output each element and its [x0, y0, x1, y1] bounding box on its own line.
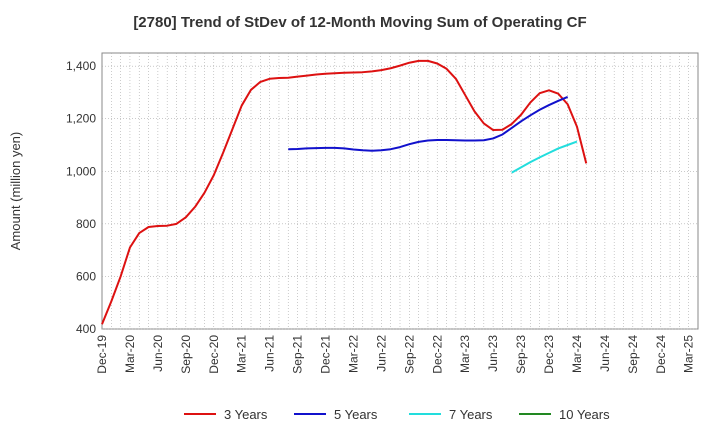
x-tick-label: Mar-21	[235, 335, 249, 373]
chart-title: [2780] Trend of StDev of 12-Month Moving…	[133, 14, 587, 31]
x-tick-label: Dec-23	[542, 335, 556, 374]
x-tick-label: Dec-20	[207, 335, 221, 374]
grid-layer	[102, 53, 698, 330]
series-line-5-years	[288, 95, 569, 152]
x-tick-label: Dec-24	[654, 335, 668, 374]
legend-label: 7 Years	[449, 407, 493, 422]
y-tick-labels: 400 600 800 1,000 1,200 1,400	[66, 59, 96, 336]
y-tick-label: 1,400	[66, 59, 96, 73]
series-line-3-years	[101, 59, 588, 325]
y-tick-label: 400	[76, 322, 96, 336]
x-tick-label: Sep-20	[179, 335, 193, 374]
legend-label: 3 Years	[224, 407, 268, 422]
y-tick-label: 600	[76, 269, 96, 283]
x-tick-label: Sep-21	[291, 335, 305, 374]
legend-label: 10 Years	[559, 407, 610, 422]
x-tick-label: Sep-22	[402, 335, 416, 374]
legend: 3 Years 5 Years 7 Years 10 Years	[184, 407, 610, 422]
x-tick-label: Jun-24	[598, 335, 612, 372]
x-tick-labels: Dec-19 Mar-20 Jun-20 Sep-20 Dec-20 Mar-21 Jun-…	[95, 335, 696, 374]
x-tick-label: Dec-19	[95, 335, 109, 374]
x-tick-label: Dec-21	[319, 335, 333, 374]
series-line-7-years	[511, 140, 578, 174]
y-tick-label: 1,000	[66, 164, 96, 178]
x-tick-label: Jun-23	[486, 335, 500, 372]
x-tick-label: Dec-22	[430, 335, 444, 374]
legend-label: 5 Years	[334, 407, 378, 422]
x-tick-label: Mar-22	[346, 335, 360, 373]
x-tick-label: Jun-21	[263, 335, 277, 372]
x-tick-label: Jun-22	[374, 335, 388, 372]
y-tick-label: 1,200	[66, 112, 96, 126]
y-tick-label: 800	[76, 217, 96, 231]
x-tick-label: Mar-23	[458, 335, 472, 373]
x-tick-label: Sep-24	[626, 335, 640, 374]
x-tick-label: Mar-25	[682, 335, 696, 373]
series-layer	[101, 59, 588, 325]
y-axis-label: Amount (million yen)	[8, 132, 23, 251]
x-tick-label: Jun-20	[151, 335, 165, 372]
x-tick-label: Sep-23	[514, 335, 528, 374]
x-tick-label: Mar-24	[570, 335, 584, 373]
x-tick-label: Mar-20	[123, 335, 137, 373]
